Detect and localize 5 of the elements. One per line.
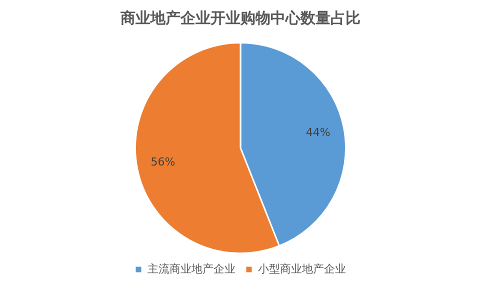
chart-title: 商业地产企业开业购物中心数量占比 xyxy=(120,8,360,27)
data-label: 56% xyxy=(150,156,176,169)
legend-label: 主流商业地产企业 xyxy=(148,262,236,276)
legend-label: 小型商业地产企业 xyxy=(258,262,346,276)
data-label: 44% xyxy=(306,126,330,140)
